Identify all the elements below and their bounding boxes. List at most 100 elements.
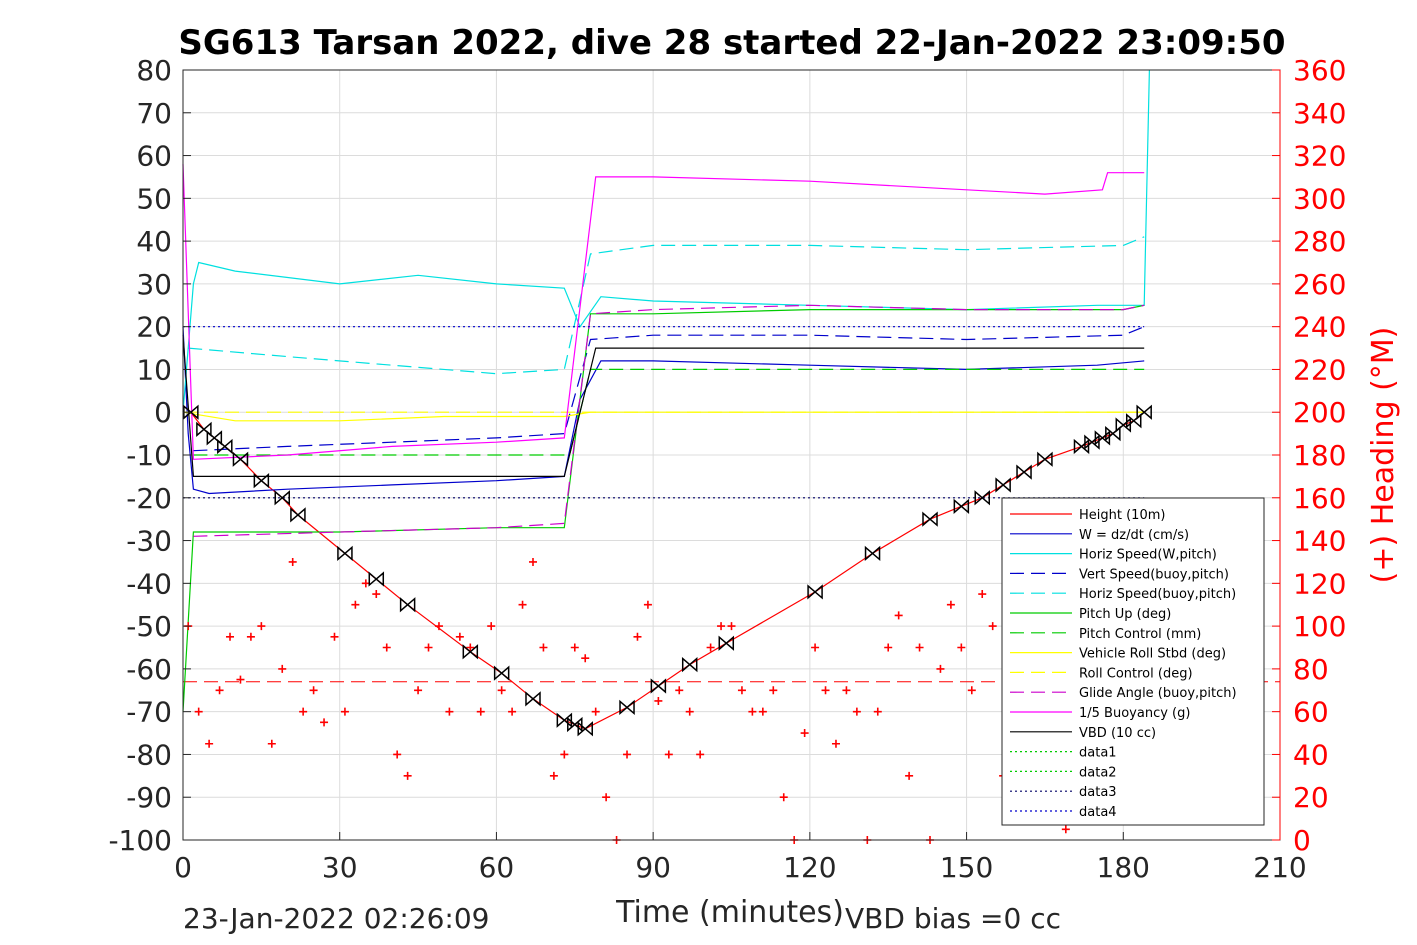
y-left-tick-label: -20 bbox=[126, 482, 172, 515]
legend-entry: data1 bbox=[1079, 746, 1117, 761]
heading-point bbox=[278, 664, 287, 673]
height-markers bbox=[183, 404, 1152, 737]
heading-point bbox=[748, 707, 757, 716]
y-left-tick-label: -60 bbox=[126, 653, 172, 686]
series-line bbox=[182, 69, 1150, 413]
height-marker bbox=[556, 712, 573, 728]
heading-point bbox=[194, 707, 203, 716]
y-right-tick-label: 340 bbox=[1293, 97, 1346, 130]
heading-point bbox=[623, 750, 632, 759]
y-right-tick-label: 360 bbox=[1293, 54, 1346, 87]
heading-point bbox=[696, 750, 705, 759]
heading-point bbox=[581, 654, 590, 663]
y-right-tick-label: 40 bbox=[1293, 738, 1329, 771]
height-marker bbox=[1136, 404, 1152, 420]
heading-point bbox=[267, 739, 276, 748]
y-left-tick-label: 80 bbox=[136, 54, 172, 87]
height-marker bbox=[864, 545, 881, 562]
y-left-tick-label: 70 bbox=[136, 97, 172, 130]
height-marker bbox=[290, 507, 306, 523]
heading-point bbox=[737, 686, 746, 695]
y-right-tick-label: 140 bbox=[1293, 525, 1346, 558]
y-left-tick-label: -100 bbox=[108, 824, 172, 857]
heading-point bbox=[811, 643, 820, 652]
series-group bbox=[182, 69, 1150, 730]
y-left-tick-label: 10 bbox=[136, 353, 172, 386]
legend-entry: Vert Speed(buoy,pitch) bbox=[1079, 567, 1229, 582]
legend-entry: Horiz Speed(W,pitch) bbox=[1079, 548, 1217, 563]
heading-point bbox=[434, 622, 443, 631]
heading-point bbox=[205, 739, 214, 748]
legend-entry: Roll Control (deg) bbox=[1079, 666, 1193, 681]
heading-point bbox=[424, 643, 433, 652]
legend-entry: VBD (10 cc) bbox=[1079, 726, 1156, 741]
heading-point bbox=[382, 643, 391, 652]
height-marker bbox=[196, 421, 212, 437]
y-axis-left: 80 70 60 50 40 30 20 10 0 -10 -20 -30 -40 -50 -60 -70 -8… bbox=[108, 54, 191, 857]
heading-point bbox=[518, 600, 527, 609]
height-marker bbox=[1084, 434, 1100, 450]
heading-point bbox=[549, 771, 558, 780]
heading-point bbox=[414, 686, 423, 695]
heading-point bbox=[236, 675, 245, 684]
y-right-tick-label: 300 bbox=[1293, 182, 1346, 215]
heading-point bbox=[455, 632, 464, 641]
height-marker bbox=[183, 404, 199, 420]
heading-point bbox=[905, 771, 914, 780]
y-left-tick-label: -10 bbox=[126, 439, 172, 472]
heading-point bbox=[664, 750, 673, 759]
footer-timestamp: 23-Jan-2022 02:26:09 bbox=[183, 902, 489, 935]
heading-point bbox=[570, 643, 579, 652]
legend-entry: Height (10m) bbox=[1079, 508, 1165, 523]
heading-point bbox=[591, 707, 600, 716]
height-marker bbox=[577, 721, 593, 737]
y-left-tick-label: -90 bbox=[126, 781, 172, 814]
y-left-tick-label: -50 bbox=[126, 610, 172, 643]
y-right-tick-label: 280 bbox=[1293, 225, 1346, 258]
heading-point bbox=[831, 739, 840, 748]
heading-point bbox=[602, 793, 611, 802]
y-right-tick-label: 60 bbox=[1293, 696, 1329, 729]
y-left-tick-label: -70 bbox=[126, 696, 172, 729]
heading-point bbox=[299, 707, 308, 716]
heading-point bbox=[487, 622, 496, 631]
y-left-tick-label: -40 bbox=[126, 567, 172, 600]
heading-point bbox=[779, 793, 788, 802]
heading-point bbox=[403, 771, 412, 780]
y-right-tick-label: 320 bbox=[1293, 140, 1346, 173]
height-marker bbox=[232, 451, 249, 467]
heading-point bbox=[340, 707, 349, 716]
y-right-tick-label: 200 bbox=[1293, 396, 1346, 429]
heading-point bbox=[717, 622, 726, 631]
y-right-tick-label: 240 bbox=[1293, 311, 1346, 344]
heading-point bbox=[894, 611, 903, 620]
legend-entry: Pitch Up (deg) bbox=[1079, 607, 1171, 622]
legend-entry: data2 bbox=[1079, 765, 1117, 780]
heading-point bbox=[539, 643, 548, 652]
x-tick-label: 120 bbox=[783, 851, 836, 884]
x-tick-label: 90 bbox=[635, 851, 671, 884]
y-right-tick-label: 180 bbox=[1293, 439, 1346, 472]
heading-point bbox=[372, 590, 381, 599]
heading-point bbox=[706, 643, 715, 652]
x-tick-label: 30 bbox=[322, 851, 358, 884]
heading-point bbox=[852, 707, 861, 716]
heading-point bbox=[758, 707, 767, 716]
y-axis-right-label: (+) Heading (°M) bbox=[1366, 327, 1401, 584]
chart-title: SG613 Tarsan 2022, dive 28 started 22-Ja… bbox=[178, 23, 1285, 63]
height-marker bbox=[953, 498, 970, 514]
heading-point bbox=[800, 729, 809, 738]
legend-entry: Glide Angle (buoy,pitch) bbox=[1079, 686, 1237, 701]
heading-point bbox=[215, 686, 224, 695]
height-marker bbox=[1073, 438, 1090, 455]
heading-point bbox=[769, 686, 778, 695]
height-marker bbox=[619, 699, 635, 716]
y-left-tick-label: 20 bbox=[136, 311, 172, 344]
heading-point bbox=[1061, 825, 1070, 834]
series-line bbox=[193, 304, 1145, 537]
height-marker bbox=[995, 477, 1011, 493]
heading-point bbox=[246, 632, 255, 641]
heading-point bbox=[288, 557, 297, 566]
y-right-tick-label: 0 bbox=[1293, 824, 1311, 857]
